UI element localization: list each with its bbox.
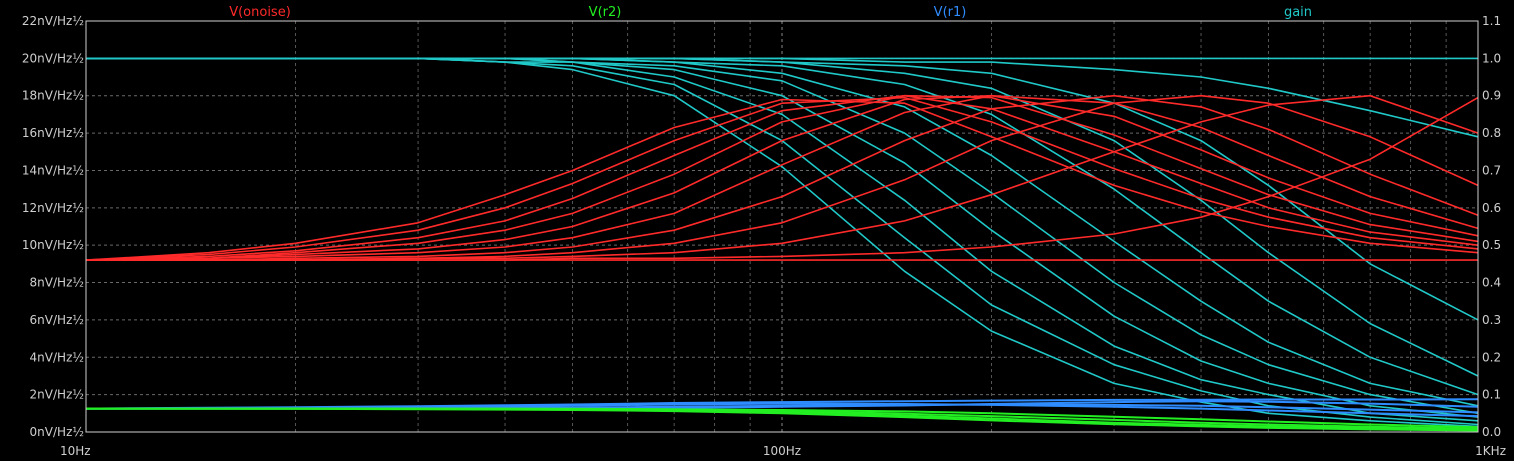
y-right-tick-label: 1.1 — [1482, 14, 1501, 28]
y-left-tick-label: 8nV/Hz½ — [30, 276, 84, 290]
y-left-tick-label: 4nV/Hz½ — [30, 350, 84, 364]
y-right-tick-label: 0.7 — [1482, 163, 1501, 177]
legend-label: V(onoise) — [229, 5, 291, 20]
y-left-tick-label: 22nV/Hz½ — [22, 14, 84, 28]
y-left-tick-label: 14nV/Hz½ — [22, 163, 84, 177]
y-left-tick-label: 20nV/Hz½ — [22, 51, 84, 65]
x-tick-label: 1KHz — [1475, 444, 1506, 458]
axis-labels: 0nV/Hz½ 2nV/Hz½ 4nV/Hz½ 6nV/Hz½ 8nV/Hz½ 10nV/… — [22, 14, 1506, 458]
y-left-tick-label: 6nV/Hz½ — [30, 313, 84, 327]
series-v-r2 — [86, 407, 1479, 432]
y-left-tick-label: 18nV/Hz½ — [22, 89, 84, 103]
x-tick-label: 100Hz — [763, 444, 801, 458]
y-right-tick-label: 0.1 — [1482, 388, 1501, 402]
y-left-tick-label: 10nV/Hz½ — [22, 238, 84, 252]
series-v-onoise — [85, 94, 1479, 261]
y-left-tick-label: 0nV/Hz½ — [30, 425, 84, 439]
series-curve — [86, 94, 1479, 261]
series-gain — [86, 57, 1479, 428]
series-curve — [85, 94, 1479, 261]
y-right-tick-label: 0.5 — [1482, 238, 1501, 252]
series-curve — [85, 398, 1479, 410]
legend: V(onoise) V(r2) V(r1) gain — [229, 5, 1312, 20]
traces — [85, 57, 1479, 432]
y-left-tick-label: 16nV/Hz½ — [22, 126, 84, 140]
series-curve — [86, 407, 1479, 429]
x-tick-label: 10Hz — [60, 444, 91, 458]
y-right-tick-label: 0.2 — [1482, 350, 1501, 364]
legend-label: V(r1) — [934, 5, 967, 20]
y-right-tick-label: 1.0 — [1482, 51, 1501, 65]
y-right-tick-label: 0.8 — [1482, 126, 1501, 140]
plot-frame — [85, 20, 1479, 433]
y-right-tick-label: 0.0 — [1482, 425, 1501, 439]
y-right-tick-label: 0.6 — [1482, 201, 1501, 215]
y-right-tick-label: 0.9 — [1482, 89, 1501, 103]
series-curve — [85, 94, 1479, 261]
y-left-tick-label: 12nV/Hz½ — [22, 201, 84, 215]
series-curve — [85, 98, 1479, 261]
y-left-tick-label: 2nV/Hz½ — [30, 388, 84, 402]
series-curve — [85, 94, 1479, 261]
legend-label: gain — [1284, 5, 1312, 20]
series-curve — [85, 94, 1479, 261]
legend-label: V(r2) — [589, 5, 622, 20]
y-right-tick-label: 0.4 — [1482, 276, 1501, 290]
y-right-tick-label: 0.3 — [1482, 313, 1501, 327]
series-curve — [85, 96, 1479, 261]
